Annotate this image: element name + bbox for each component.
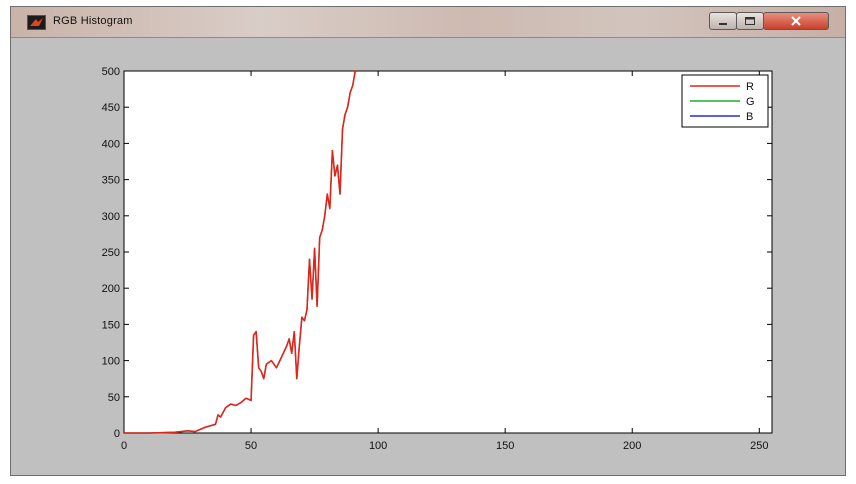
- y-tick-label: 0: [114, 428, 120, 440]
- window-title: RGB Histogram: [53, 15, 133, 27]
- figure-canvas: 0 50 100 150 200 250 0 50 100 150 200 250 300 350 400 4…: [15, 38, 841, 471]
- y-tick-label: 250: [102, 247, 120, 259]
- y-tick-label: 400: [102, 138, 120, 150]
- y-tick-label: 350: [102, 175, 120, 187]
- axis-ticks: 0 50 100 150 200 250 0 50 100 150 200 250 300 350 400 4…: [102, 66, 772, 452]
- x-tick-label: 150: [496, 440, 514, 452]
- maximize-button[interactable]: [736, 12, 764, 30]
- y-tick-label: 500: [102, 66, 120, 78]
- histogram-chart[interactable]: 0 50 100 150 200 250 0 50 100 150 200 250 300 350 400 4…: [15, 38, 841, 471]
- y-tick-label: 200: [102, 283, 120, 295]
- y-tick-label: 450: [102, 102, 120, 114]
- title-bar[interactable]: RGB Histogram: [11, 7, 845, 38]
- series-lines: [124, 70, 358, 434]
- legend[interactable]: RGB: [681, 74, 769, 128]
- x-tick-label: 200: [623, 440, 641, 452]
- minimize-icon: [719, 23, 727, 25]
- x-tick-label: 100: [369, 440, 387, 452]
- close-button[interactable]: [763, 12, 829, 30]
- axes-background[interactable]: [123, 70, 773, 434]
- y-tick-label: 100: [102, 356, 120, 368]
- y-tick-label: 300: [102, 211, 120, 223]
- legend-label-g: G: [746, 96, 755, 108]
- y-tick-label: 50: [108, 392, 120, 404]
- legend-label-r: R: [746, 81, 754, 93]
- y-tick-label: 150: [102, 319, 120, 331]
- x-tick-label: 250: [750, 440, 768, 452]
- maximize-icon: [745, 17, 755, 25]
- minimize-button[interactable]: [709, 12, 737, 30]
- legend-label-b: B: [746, 111, 753, 123]
- x-tick-label: 0: [121, 440, 127, 452]
- matlab-figure-icon[interactable]: [27, 15, 46, 30]
- figure-window: RGB Histogram 0 50 100 150 200 250 0 50 100 150 20…: [10, 6, 846, 476]
- close-icon: [791, 16, 801, 26]
- x-tick-label: 50: [245, 440, 257, 452]
- series-line-r: [124, 70, 358, 434]
